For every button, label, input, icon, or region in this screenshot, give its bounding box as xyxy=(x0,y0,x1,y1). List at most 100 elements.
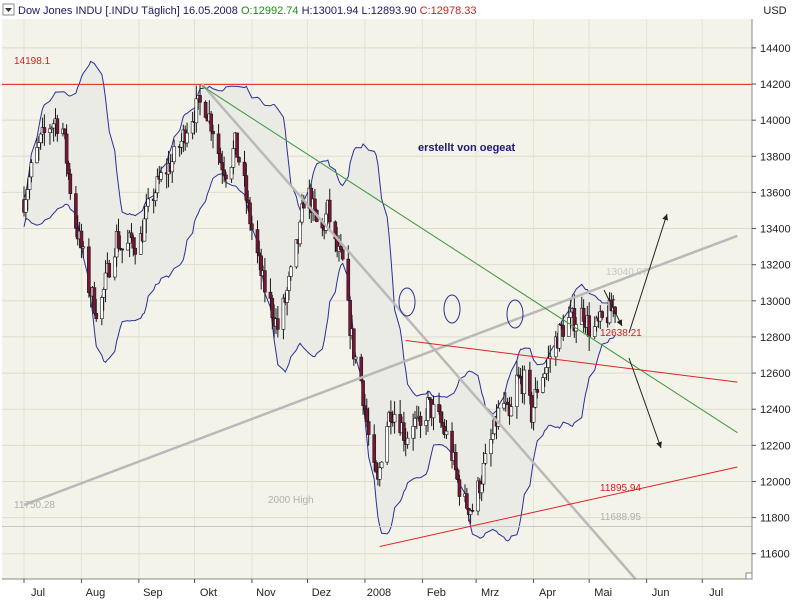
candle-body xyxy=(483,453,488,464)
candle-body xyxy=(542,373,547,378)
candle-body xyxy=(568,311,573,318)
candle-body xyxy=(359,356,364,382)
candle-body xyxy=(561,325,566,337)
header-dropdown-icon[interactable] xyxy=(2,3,15,16)
header-high-label: H: xyxy=(302,5,313,17)
candle-body xyxy=(522,369,527,395)
y-tick-label: 13600 xyxy=(760,187,791,199)
candle-body xyxy=(453,452,458,471)
candle-body xyxy=(257,252,262,257)
candle-body xyxy=(29,162,34,178)
candle-body xyxy=(481,462,486,485)
candle-body xyxy=(224,174,228,180)
candle-body xyxy=(491,433,495,440)
candle-body xyxy=(363,405,367,410)
header-low-label: L: xyxy=(362,5,371,17)
candle-body xyxy=(101,289,106,298)
candle-body xyxy=(125,242,130,251)
candle-body xyxy=(287,276,291,291)
header-date: 16.05.2008 xyxy=(183,5,238,17)
x-tick-label: 2008 xyxy=(367,587,391,599)
y-tick-label: 14000 xyxy=(760,115,791,127)
candle-body xyxy=(94,312,99,320)
currency-label: USD xyxy=(763,5,786,17)
candle-body xyxy=(248,202,252,225)
trend-lines xyxy=(2,83,752,580)
high-2000-label: 2000 High xyxy=(268,495,314,506)
candle-body xyxy=(153,192,158,201)
trend-line-grey-uptrend xyxy=(23,234,738,507)
candle-body xyxy=(159,172,163,180)
candle-body xyxy=(35,147,39,164)
projection-arrow xyxy=(628,213,669,334)
candle-body xyxy=(502,403,506,409)
resize-corner-icon[interactable] xyxy=(745,572,753,580)
candle-body xyxy=(55,118,60,134)
candle-body xyxy=(203,101,208,118)
header-open-label: O: xyxy=(241,5,253,17)
candle-body xyxy=(509,406,514,417)
candle-body xyxy=(339,246,343,251)
candle-body xyxy=(613,306,617,315)
candle-body xyxy=(457,479,462,497)
candle-body xyxy=(374,462,378,473)
y-tick-label: 14200 xyxy=(760,79,791,91)
candle-body xyxy=(220,162,225,171)
y-tick-label: 13200 xyxy=(760,260,791,272)
candle-body xyxy=(74,193,78,229)
candle-body xyxy=(231,148,236,168)
candle-body xyxy=(600,311,604,318)
candle-body xyxy=(285,290,289,303)
candle-body xyxy=(440,422,445,427)
candle-body xyxy=(229,167,234,180)
candle-body xyxy=(129,232,134,239)
candle-body xyxy=(268,291,273,299)
candle-body xyxy=(379,461,384,468)
x-tick-label: Dez xyxy=(312,587,332,599)
candle-body xyxy=(25,189,30,201)
candle-body xyxy=(107,263,112,278)
candle-body xyxy=(377,467,382,480)
candle-body xyxy=(142,218,147,242)
candle-body xyxy=(222,169,226,176)
candle-body xyxy=(263,270,267,293)
y-tick-label: 12200 xyxy=(760,440,791,452)
candle-body xyxy=(244,175,249,201)
candle-body xyxy=(424,420,428,426)
candle-body xyxy=(218,153,223,163)
candle-body xyxy=(372,434,377,463)
header-high-value: 13001.94 xyxy=(313,5,359,17)
candle-body xyxy=(531,406,536,423)
header-close-label: C: xyxy=(420,5,431,17)
candle-body xyxy=(281,297,286,330)
candle-body xyxy=(250,223,254,230)
bollinger-lower-line xyxy=(23,173,616,542)
candlesticks xyxy=(22,84,617,524)
candle-body xyxy=(385,426,389,463)
y-tick-label: 13400 xyxy=(760,224,791,236)
candle-body xyxy=(439,411,443,423)
candle-body xyxy=(546,358,551,368)
candle-body xyxy=(592,326,597,337)
candle-body xyxy=(211,130,215,135)
candle-body xyxy=(352,328,356,360)
x-tick-label: Jun xyxy=(652,587,670,599)
candle-body xyxy=(37,142,41,148)
candle-body xyxy=(465,493,469,509)
x-tick-label: Sep xyxy=(143,587,163,599)
x-tick-label: Jul xyxy=(709,587,723,599)
candle-body xyxy=(51,123,56,129)
candle-body xyxy=(340,249,345,260)
header-close-value: 12978.33 xyxy=(431,5,477,17)
last-price-label: 13040.07 xyxy=(606,267,648,278)
candle-body xyxy=(366,421,371,435)
candle-body xyxy=(392,414,397,423)
candle-body xyxy=(100,297,104,320)
candle-body xyxy=(298,221,302,245)
y-tick-label: 11600 xyxy=(760,549,790,561)
axes: 11600 11800 12000 12200 12400 12600 12800 13000… xyxy=(2,19,791,599)
trend-line-red-upper-channel xyxy=(405,340,738,383)
candle-body xyxy=(79,230,84,249)
candle-body xyxy=(270,298,275,318)
candle-body xyxy=(541,377,545,393)
